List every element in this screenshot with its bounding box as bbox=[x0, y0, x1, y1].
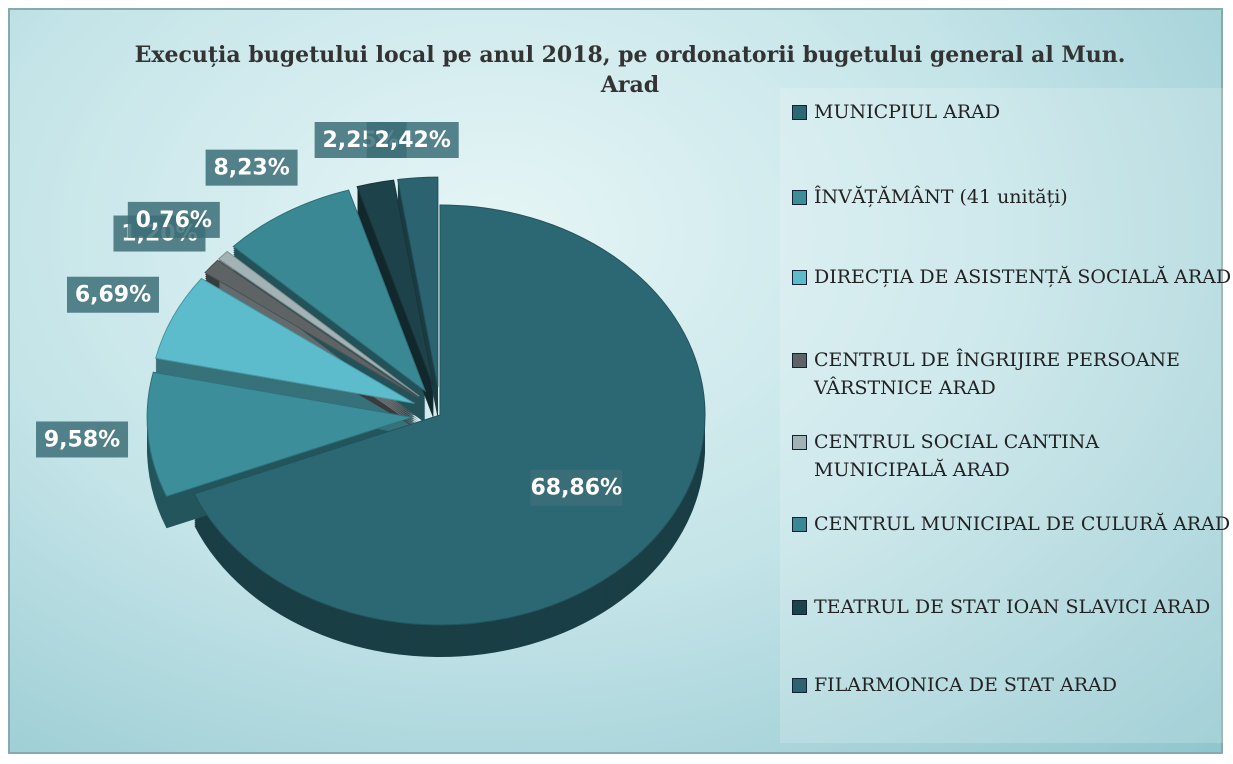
legend-label: TEATRUL DE STAT IOAN SLAVICI ARAD bbox=[814, 596, 1211, 618]
legend: MUNICPIUL ARAD ÎNVĂȚĂMÂNT (41 unități) DIR… bbox=[780, 88, 1233, 743]
legend-entry: MUNICPIUL ARAD bbox=[792, 98, 1233, 126]
legend-swatch bbox=[792, 517, 807, 532]
legend-entry: CENTRUL SOCIAL CANTINA MUNICIPALĂ ARAD bbox=[792, 428, 1233, 484]
slice bbox=[232, 189, 427, 393]
data-label-box bbox=[366, 122, 459, 158]
pie-area: 68,86%9,58%6,69%1,20%0,76%8,23%2,25%2,42… bbox=[36, 122, 706, 657]
data-label-box bbox=[36, 421, 129, 458]
data-label: 9,58% bbox=[44, 427, 120, 452]
data-label-box bbox=[205, 149, 298, 186]
data-label-group: 0,76% bbox=[127, 201, 220, 238]
legend-label: DIRECȚIA DE ASISTENȚĂ SOCIALĂ ARAD bbox=[814, 266, 1232, 288]
slice bbox=[193, 204, 706, 626]
data-label-group: 68,86% bbox=[530, 469, 623, 506]
data-label: 6,69% bbox=[75, 283, 151, 308]
legend-entry: FILARMONICA DE STAT ARAD bbox=[792, 671, 1233, 699]
legend-swatch bbox=[792, 600, 807, 615]
data-label-group: 9,58% bbox=[36, 421, 129, 458]
legend-label: FILARMONICA DE STAT ARAD bbox=[814, 674, 1117, 696]
legend-entry: TEATRUL DE STAT IOAN SLAVICI ARAD bbox=[792, 593, 1233, 621]
data-label: 8,23% bbox=[213, 156, 289, 181]
legend-swatch bbox=[792, 353, 807, 368]
legend-label: CENTRUL MUNICIPAL DE CULURĂ ARAD bbox=[814, 513, 1231, 535]
slice bbox=[146, 371, 413, 497]
legend-swatch bbox=[792, 270, 807, 285]
chart-title: Execuția bugetului local pe anul 2018, p… bbox=[134, 42, 1126, 98]
slice bbox=[397, 176, 439, 388]
data-label-group: 8,23% bbox=[205, 149, 298, 186]
data-label: 2,42% bbox=[375, 128, 451, 153]
legend-entry: CENTRUL DE ÎNGRIJIRE PERSOANE VÂRSTNICE … bbox=[792, 346, 1233, 402]
data-label-box bbox=[127, 201, 220, 238]
legend-label: MUNICPIUL ARAD bbox=[814, 101, 1001, 123]
data-label-group: 2,42% bbox=[366, 122, 459, 158]
legend-swatch bbox=[792, 190, 807, 205]
legend-swatch bbox=[792, 678, 807, 693]
legend-swatch bbox=[792, 105, 807, 120]
slice bbox=[155, 277, 415, 404]
legend-entry: DIRECȚIA DE ASISTENȚĂ SOCIALĂ ARAD bbox=[792, 263, 1233, 291]
legend-label: CENTRUL DE ÎNGRIJIRE PERSOANE VÂRSTNICE … bbox=[814, 349, 1181, 399]
legend-entry: CENTRUL MUNICIPAL DE CULURĂ ARAD bbox=[792, 510, 1233, 538]
legend-label: ÎNVĂȚĂMÂNT (41 unități) bbox=[814, 186, 1068, 208]
data-label-box bbox=[530, 469, 623, 506]
slice bbox=[217, 250, 420, 397]
chart: 68,86%9,58%6,69%1,20%0,76%8,23%2,25%2,42… bbox=[8, 8, 1231, 754]
data-label: 0,76% bbox=[136, 208, 212, 233]
slice bbox=[204, 259, 419, 398]
legend-entry: ÎNVĂȚĂMÂNT (41 unități) bbox=[792, 183, 1233, 211]
data-label: 68,86% bbox=[530, 476, 622, 501]
slice bbox=[356, 179, 435, 388]
legend-swatch bbox=[792, 435, 807, 450]
legend-label: CENTRUL SOCIAL CANTINA MUNICIPALĂ ARAD bbox=[814, 431, 1100, 481]
data-label-group: 6,69% bbox=[66, 276, 159, 313]
data-label-box bbox=[66, 276, 159, 313]
